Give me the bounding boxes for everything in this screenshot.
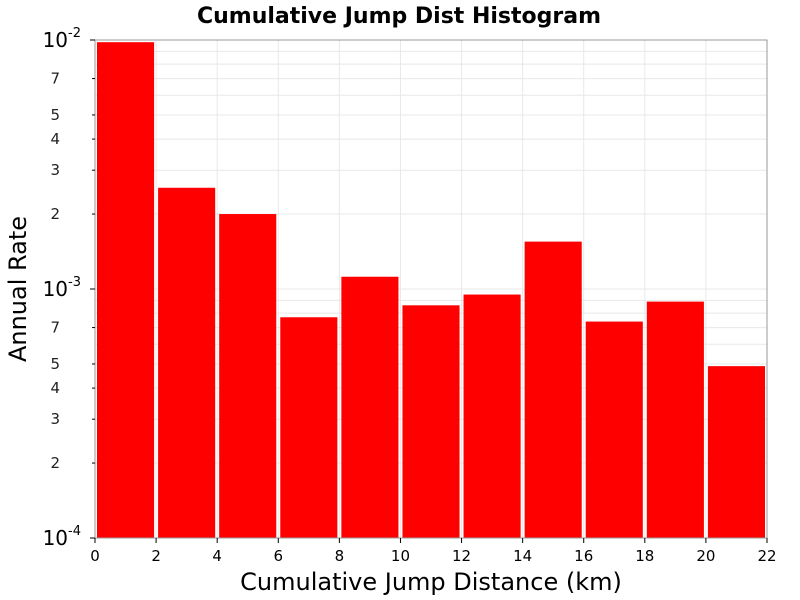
histogram-bar	[402, 305, 460, 538]
y-axis-ticks: 10-4 10-3 10-2 2 3 4 5 7 2 3 4 5 7	[43, 26, 95, 550]
histogram-bar	[280, 317, 338, 538]
y-minor-tick-label: 3	[50, 410, 60, 428]
x-tick-label: 6	[273, 547, 283, 565]
y-tick-label: 10-3	[43, 275, 81, 301]
y-tick-label: 10-2	[43, 26, 81, 52]
y-minor-tick-label: 7	[50, 319, 60, 337]
histogram-bar	[97, 42, 155, 539]
histogram-bar	[707, 366, 765, 538]
x-tick-label: 18	[635, 547, 654, 565]
x-tick-label: 2	[151, 547, 161, 565]
histogram-bar	[341, 276, 399, 538]
x-axis-ticks: 0 2 4 6 8 10 12 14 16 18 20 22	[90, 538, 777, 565]
y-tick-label: 10-4	[43, 524, 81, 550]
x-tick-label: 20	[696, 547, 715, 565]
histogram-bar	[646, 301, 704, 538]
y-minor-tick-label: 5	[50, 106, 60, 124]
x-tick-label: 22	[757, 547, 776, 565]
x-tick-label: 12	[452, 547, 471, 565]
histogram-bar	[524, 241, 582, 538]
x-tick-label: 16	[574, 547, 593, 565]
x-tick-label: 10	[391, 547, 410, 565]
y-minor-tick-label: 4	[50, 130, 60, 148]
x-tick-label: 0	[90, 547, 100, 565]
bars	[97, 42, 765, 539]
x-tick-label: 4	[212, 547, 222, 565]
y-minor-tick-label: 2	[50, 454, 60, 472]
histogram-bar	[219, 214, 277, 539]
chart-title: Cumulative Jump Dist Histogram	[197, 4, 601, 29]
x-tick-label: 14	[513, 547, 532, 565]
x-tick-label: 8	[335, 547, 345, 565]
y-minor-tick-label: 3	[50, 161, 60, 179]
x-axis-label: Cumulative Jump Distance (km)	[240, 568, 622, 596]
y-axis-label: Annual Rate	[4, 216, 32, 362]
histogram-bar	[158, 187, 216, 539]
y-minor-tick-label: 2	[50, 205, 60, 223]
y-minor-tick-label: 5	[50, 355, 60, 373]
y-minor-tick-label: 4	[50, 379, 60, 397]
histogram-bar	[463, 294, 521, 538]
y-minor-tick-label: 7	[50, 70, 60, 88]
histogram-bar	[585, 321, 643, 538]
